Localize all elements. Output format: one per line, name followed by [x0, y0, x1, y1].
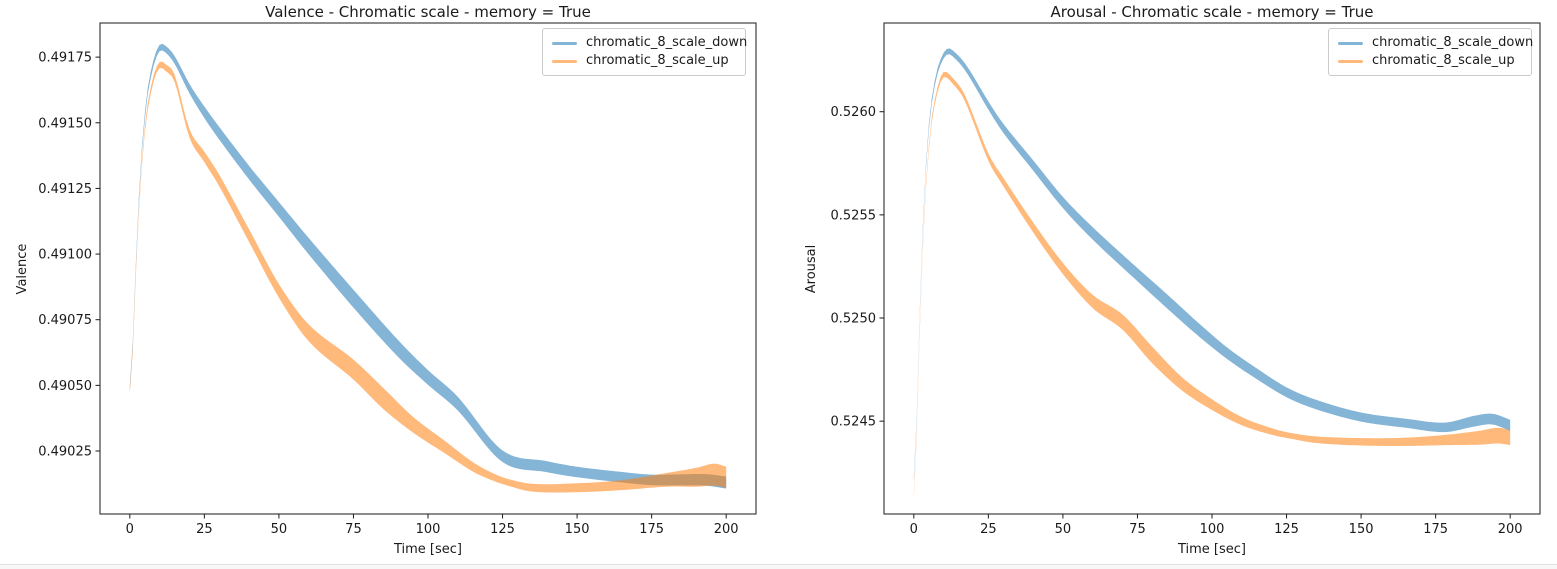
x-tick-label: 25 — [196, 522, 213, 537]
x-tick-label: 100 — [416, 522, 441, 537]
x-tick-label: 125 — [490, 522, 515, 537]
y-tick-label: 0.49150 — [38, 116, 92, 131]
chart-valence: 0 25 50 75 100 125 150 175 200 0.49025 0.49050 0.49… — [15, 3, 757, 557]
series-band-chromatic_8_scale_down — [913, 48, 1511, 481]
legend: chromatic_8_scale_down chromatic_8_scale… — [1328, 28, 1533, 76]
legend-line-swatch-blue — [552, 41, 577, 45]
legend-line-swatch-orange — [1338, 59, 1363, 63]
legend-item: chromatic_8_scale_up — [1338, 52, 1522, 70]
legend-item: chromatic_8_scale_down — [1338, 34, 1533, 52]
y-axis-label: Arousal — [804, 244, 819, 294]
x-tick-label: 0 — [910, 522, 918, 537]
series-group — [129, 43, 727, 493]
series-band-chromatic_8_scale_up — [913, 71, 1511, 498]
y-tick-label: 0.49100 — [38, 248, 92, 263]
chart-title: Arousal - Chromatic scale - memory = Tru… — [1050, 3, 1374, 21]
y-axis-label: Valence — [15, 243, 30, 295]
x-tick-label: 200 — [714, 522, 739, 537]
x-tick-label: 25 — [980, 522, 997, 537]
x-tick-label: 150 — [1349, 522, 1374, 537]
x-tick-label: 125 — [1274, 522, 1299, 537]
y-tick-label: 0.49025 — [38, 444, 92, 459]
window-bottom-strip — [0, 564, 1557, 569]
series-band-chromatic_8_scale_up — [129, 61, 727, 493]
y-tick-label: 0.5250 — [831, 312, 877, 327]
legend-item: chromatic_8_scale_down — [552, 34, 747, 52]
series-group — [913, 48, 1511, 498]
plot-area-arousal: 0 25 50 75 100 125 150 175 200 0.5245 0.5250 0.5255… — [831, 22, 1541, 537]
y-tick-label: 0.49125 — [38, 182, 92, 197]
legend-label: chromatic_8_scale_up — [1372, 53, 1515, 68]
y-tick-label: 0.49075 — [38, 313, 92, 328]
x-tick-label: 150 — [565, 522, 590, 537]
legend-label: chromatic_8_scale_down — [1372, 35, 1534, 50]
x-axis-label: Time [sec] — [393, 542, 462, 557]
x-tick-label: 50 — [1055, 522, 1072, 537]
x-tick-label: 50 — [271, 522, 288, 537]
y-tick-label: 0.5260 — [831, 105, 877, 120]
y-tick-label: 0.49050 — [38, 379, 92, 394]
legend-line-swatch-orange — [552, 59, 577, 63]
y-tick-label: 0.5255 — [831, 208, 877, 223]
chart-arousal: 0 25 50 75 100 125 150 175 200 0.5245 0.5250 0.5255… — [779, 0, 1557, 569]
legend-label: chromatic_8_scale_up — [586, 53, 729, 68]
x-tick-label: 200 — [1498, 522, 1523, 537]
x-tick-label: 75 — [1129, 522, 1146, 537]
x-axis-label: Time [sec] — [1177, 542, 1246, 557]
x-tick-label: 175 — [639, 522, 664, 537]
legend-item: chromatic_8_scale_up — [552, 52, 736, 70]
y-tick-label: 0.5245 — [831, 415, 877, 430]
x-tick-label: 0 — [126, 522, 134, 537]
y-tick-label: 0.49175 — [38, 51, 92, 66]
x-tick-label: 75 — [345, 522, 362, 537]
chart-title: Valence - Chromatic scale - memory = Tru… — [265, 3, 591, 21]
legend-line-swatch-blue — [1338, 41, 1363, 45]
x-tick-label: 100 — [1200, 522, 1225, 537]
x-tick-label: 175 — [1423, 522, 1448, 537]
legend-label: chromatic_8_scale_down — [586, 35, 748, 50]
series-band-chromatic_8_scale_down — [129, 43, 727, 489]
legend: chromatic_8_scale_down chromatic_8_scale… — [542, 28, 747, 76]
plot-area-valence: 0 25 50 75 100 125 150 175 200 0.49025 0.49050 0.49… — [38, 22, 757, 537]
